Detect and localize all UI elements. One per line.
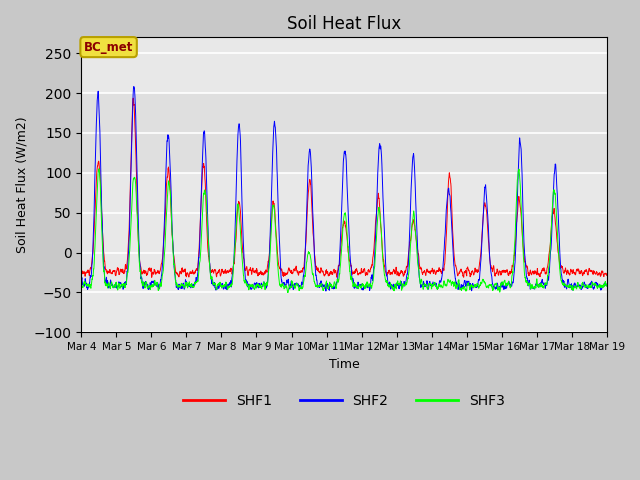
SHF1 xyxy=(462,269,470,275)
Line: SHF2: SHF2 xyxy=(81,86,607,291)
Title: Soil Heat Flux: Soil Heat Flux xyxy=(287,15,401,33)
SHF2 xyxy=(492,286,500,291)
SHF2 xyxy=(322,288,330,294)
SHF2 xyxy=(324,287,332,292)
SHF3 xyxy=(603,283,611,288)
SHF2 xyxy=(172,278,180,284)
SHF3 xyxy=(77,285,85,290)
SHF3 xyxy=(172,279,180,285)
SHF1 xyxy=(129,95,137,101)
SHF3 xyxy=(433,285,440,291)
SHF1 xyxy=(148,275,156,280)
SHF3 xyxy=(492,282,500,288)
Line: SHF1: SHF1 xyxy=(81,98,607,277)
SHF1 xyxy=(603,273,611,278)
Legend: SHF1, SHF2, SHF3: SHF1, SHF2, SHF3 xyxy=(178,389,511,414)
SHF2 xyxy=(77,278,85,284)
SHF3 xyxy=(462,288,470,294)
SHF1 xyxy=(492,271,500,276)
SHF1 xyxy=(77,267,85,273)
SHF3 xyxy=(284,289,292,295)
SHF1 xyxy=(433,268,440,274)
Bar xyxy=(81,93,607,173)
SHF2 xyxy=(462,284,470,289)
SHF1 xyxy=(172,269,180,275)
Line: SHF3: SHF3 xyxy=(81,169,607,292)
SHF3 xyxy=(95,166,102,172)
SHF3 xyxy=(603,283,611,288)
SHF2 xyxy=(433,283,440,289)
SHF1 xyxy=(324,272,332,278)
Text: BC_met: BC_met xyxy=(84,41,133,54)
SHF2 xyxy=(603,281,611,287)
SHF2 xyxy=(603,282,611,288)
Y-axis label: Soil Heat Flux (W/m2): Soil Heat Flux (W/m2) xyxy=(15,117,28,253)
SHF3 xyxy=(324,285,332,290)
SHF2 xyxy=(130,84,138,89)
X-axis label: Time: Time xyxy=(329,358,360,371)
SHF1 xyxy=(603,271,611,277)
